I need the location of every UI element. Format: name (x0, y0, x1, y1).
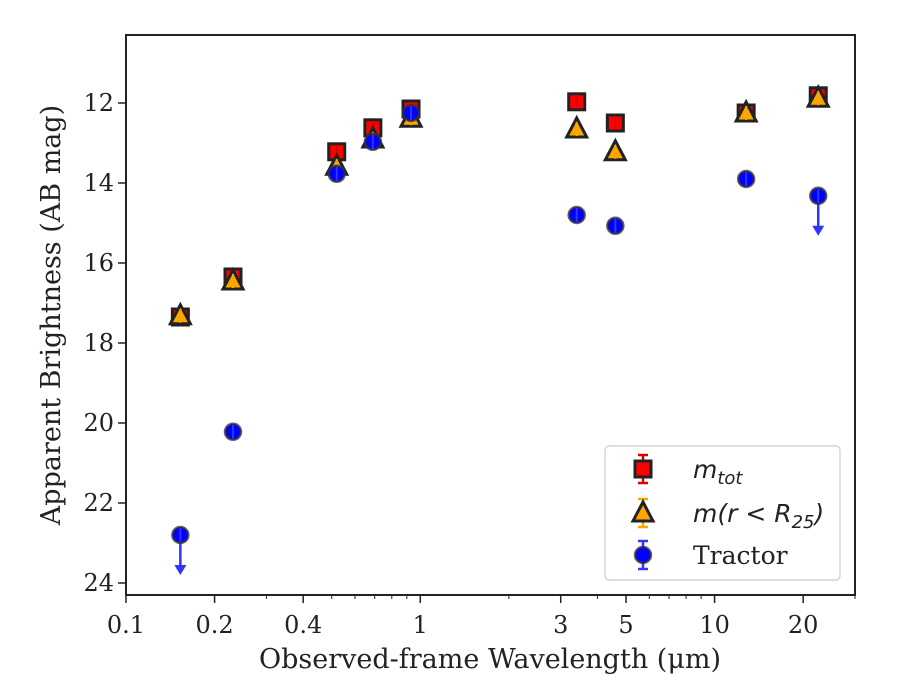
legend-square-marker (633, 459, 653, 479)
y-tick-label: 12 (83, 89, 114, 117)
x-tick-label: 3 (553, 611, 568, 639)
legend-label: m(r < R25) (693, 499, 824, 533)
upper-limit-arrowhead (174, 565, 187, 575)
y-axis: 12 14 16 18 20 22 24 (83, 89, 126, 597)
data-markers (167, 83, 831, 575)
plot-frame (125, 34, 856, 596)
x-tick-label: 0.2 (196, 611, 234, 639)
x-tick-label: 10 (699, 611, 730, 639)
legend-box (604, 445, 841, 581)
series-2 (171, 103, 828, 575)
y-axis-label: Apparent Brightness (AB mag) (36, 105, 67, 526)
x-tick-label: 0.4 (284, 611, 322, 639)
y-tick-label: 20 (83, 409, 114, 437)
x-tick-label: 1 (413, 611, 428, 639)
legend-label: mtot (693, 455, 743, 489)
y-tick-label: 22 (83, 489, 114, 517)
y-tick-label: 16 (83, 249, 114, 277)
legend-triangle-marker (630, 498, 656, 523)
legend-label: Tractor (693, 541, 788, 570)
x-axis-label: Observed-frame Wavelength (μm) (259, 644, 721, 675)
y-tick-label: 14 (83, 169, 114, 197)
upper-limit-arrowhead (812, 225, 825, 236)
x-axis: 0.1 0.2 0.4 1 3 5 10 20 (107, 595, 856, 639)
legend: mtot m(r < R25) Tractor (604, 445, 841, 581)
x-tick-label: 20 (788, 611, 819, 639)
y-tick-label: 24 (83, 569, 114, 597)
x-tick-label: 5 (618, 611, 633, 639)
x-tick-label: 0.1 (107, 611, 145, 639)
y-tick-label: 18 (83, 329, 114, 357)
legend-circle-marker (633, 545, 653, 565)
